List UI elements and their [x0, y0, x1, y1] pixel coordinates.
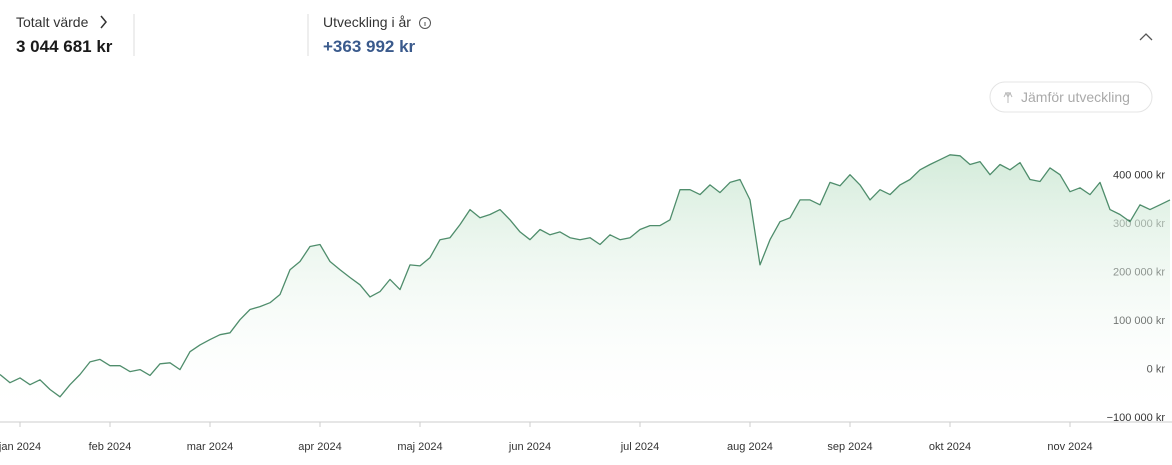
x-tick-label: mar 2024	[187, 441, 233, 453]
change-label: Utveckling i år	[323, 14, 411, 30]
total-label[interactable]: Totalt värde	[16, 14, 89, 30]
area-fill	[0, 154, 1170, 423]
collapse-button[interactable]	[1139, 33, 1153, 41]
x-tick-label: nov 2024	[1047, 441, 1092, 453]
compare-button-label[interactable]: Jämför utveckling	[1021, 89, 1130, 105]
value-line	[0, 154, 1171, 398]
x-tick-label: apr 2024	[298, 441, 341, 453]
y-tick-label: 400 000 kr	[1113, 170, 1165, 182]
x-tick-label: feb 2024	[89, 441, 132, 453]
change-value: +363 992 kr	[323, 37, 416, 56]
chart: −100 000 kr0 kr100 000 kr200 000 kr300 0…	[0, 154, 1172, 453]
scale-icon	[1003, 91, 1013, 103]
x-tick-label: aug 2024	[727, 441, 773, 453]
x-tick-label: jul 2024	[620, 441, 660, 453]
x-tick-label: jun 2024	[508, 441, 551, 453]
chevron-right[interactable]	[100, 15, 107, 29]
x-tick-label: maj 2024	[397, 441, 442, 453]
compare-button[interactable]	[989, 81, 1153, 113]
x-tick-label: okt 2024	[929, 441, 971, 453]
total-value: 3 044 681 kr	[16, 37, 113, 56]
info-icon[interactable]	[419, 17, 431, 29]
x-tick-label: sep 2024	[827, 441, 872, 453]
x-tick-label: jan 2024	[0, 441, 41, 453]
